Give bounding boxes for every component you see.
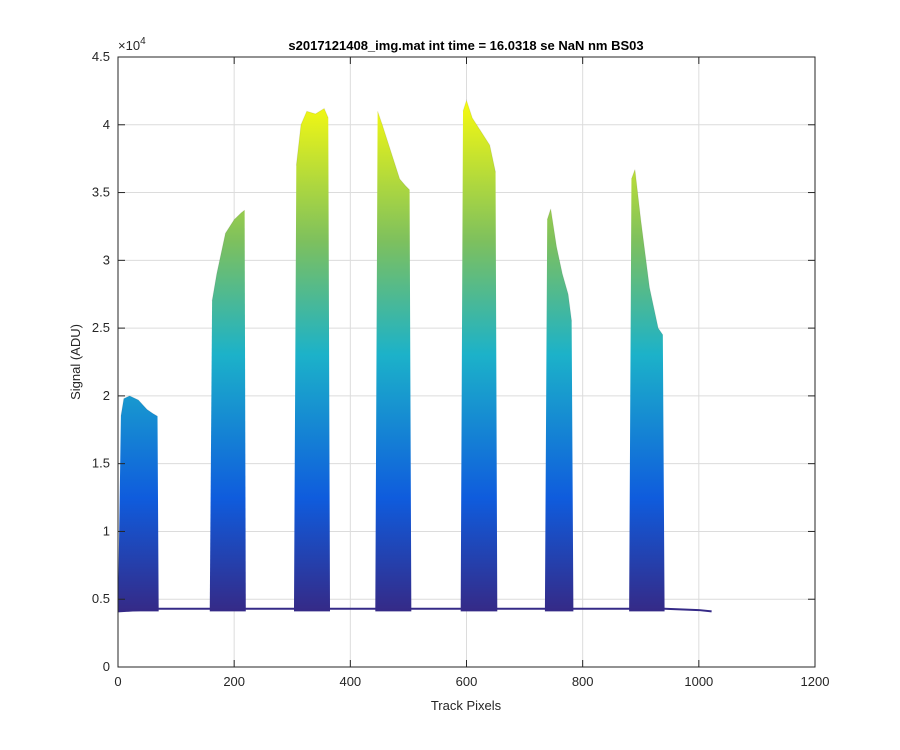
- y-exponent-base: ×10: [118, 38, 140, 53]
- x-axis-label: Track Pixels: [431, 698, 502, 713]
- signal-peak-4: [375, 111, 412, 612]
- y-axis-label: Signal (ADU): [68, 324, 83, 400]
- signal-peak-edge-5: [462, 98, 497, 173]
- signal-peak-7: [629, 169, 665, 612]
- signal-peak-6: [544, 208, 574, 612]
- x-tick-label: 400: [339, 674, 361, 689]
- y-tick-label: 3.5: [92, 185, 110, 200]
- x-tick-label: 0: [114, 674, 121, 689]
- signal-peak-edge-3: [295, 107, 329, 166]
- signal-peak-edge-4: [377, 111, 410, 191]
- x-tick-label: 800: [572, 674, 594, 689]
- signal-peak-5: [460, 100, 498, 612]
- y-tick-label: 1.5: [92, 456, 110, 471]
- y-tick-label: 2.5: [92, 320, 110, 335]
- y-tick-label: 0.5: [92, 591, 110, 606]
- y-tick-label: 4: [103, 117, 110, 132]
- y-tick-label: 2: [103, 388, 110, 403]
- x-tick-label: 1200: [801, 674, 830, 689]
- y-tick-label: 0: [103, 659, 110, 674]
- y-tick-label: 1: [103, 523, 110, 538]
- signal-peak-edge-2: [211, 209, 245, 302]
- y-exponent-power: 4: [140, 36, 146, 47]
- y-exponent-label: ×104: [118, 36, 146, 53]
- signal-peak-3: [293, 108, 331, 612]
- signal-peak-edge-6: [546, 208, 573, 322]
- y-tick-label: 3: [103, 252, 110, 267]
- chart-title: s2017121408_img.mat int time = 16.0318 s…: [288, 38, 643, 53]
- y-tick-label: 4.5: [92, 49, 110, 64]
- signal-peak-2: [209, 210, 246, 612]
- x-tick-label: 600: [456, 674, 478, 689]
- x-tick-label: 200: [223, 674, 245, 689]
- data-series: [117, 98, 712, 613]
- tick-labels: 0 200 400 600 800 1000 1200 0 0.5 1 1.5 2 2.5 3 3.5 4 4.…: [92, 49, 830, 689]
- x-tick-label: 1000: [684, 674, 713, 689]
- signal-peak-edge-7: [630, 169, 664, 336]
- signal-peak-1: [118, 395, 159, 612]
- signal-peak-edge-1: [120, 395, 158, 417]
